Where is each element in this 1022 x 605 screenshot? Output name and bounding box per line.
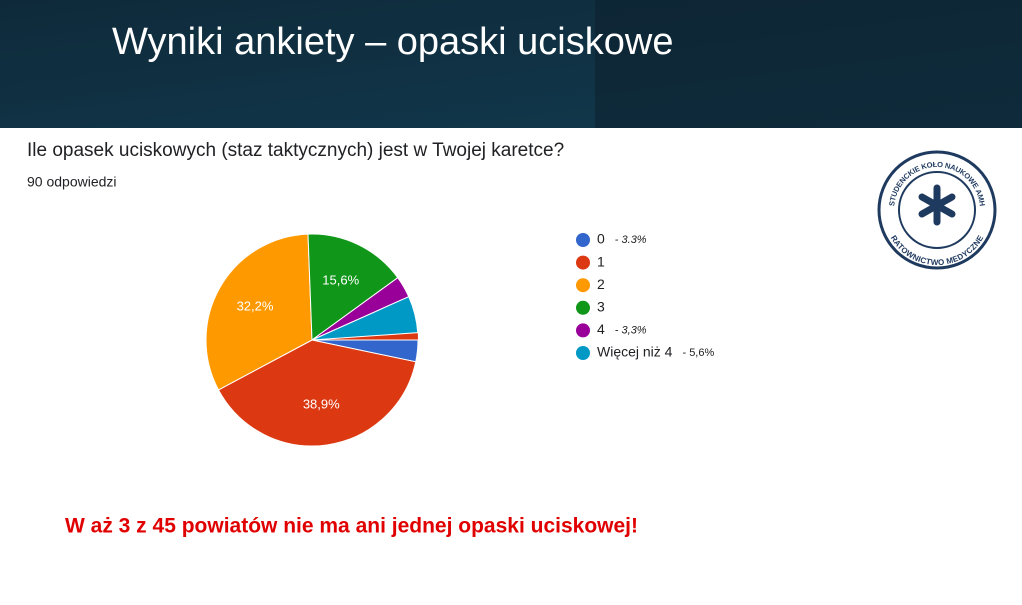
legend: 0 - 3.3% 1 2 3 4 - 3,3% Więcej niż 4 - 5,6% [576, 231, 714, 360]
legend-label: 4 [597, 321, 605, 337]
chart-title: Ile opasek uciskowych (staz taktycznych)… [27, 140, 564, 161]
legend-label: 2 [597, 276, 605, 292]
logo-star [918, 184, 956, 226]
pie: 38,9% 32,2% 15,6% [205, 233, 419, 447]
pie-slice [217, 339, 417, 447]
legend-label: 0 [597, 231, 605, 247]
legend-label: 1 [597, 253, 605, 269]
logo-inner [898, 171, 976, 249]
legend-swatch [576, 346, 590, 360]
legend-note: - 3.3% [615, 234, 647, 246]
legend-swatch [576, 300, 590, 315]
slide-title: Wyniki ankiety – opaski uciskowe [112, 21, 673, 63]
slice-label: 38,9% [303, 397, 340, 412]
pie-slice [205, 233, 313, 391]
legend-label: Więcej niż 4 [597, 344, 673, 360]
slice-label: 15,6% [322, 272, 359, 287]
legend-label: 3 [597, 299, 605, 315]
legend-swatch [576, 255, 590, 270]
legend-note: - 3,3% [615, 324, 647, 336]
legend-swatch [576, 233, 590, 247]
legend-note: - 5,6% [682, 347, 714, 359]
header-shade [595, 0, 1022, 128]
legend-swatch [576, 278, 590, 293]
footer-note: W aż 3 z 45 powiatów nie ma ani jednej o… [65, 515, 638, 538]
legend-swatch [576, 323, 590, 338]
logo: STUDENCKIE KOŁO NAUKOWE AMH RATOWNICTWO … [877, 150, 997, 270]
pie-slice [307, 233, 399, 341]
slice-label: 32,2% [237, 299, 274, 314]
pie-slice [311, 296, 419, 341]
chart-subtitle: 90 odpowiedzi [27, 174, 117, 190]
